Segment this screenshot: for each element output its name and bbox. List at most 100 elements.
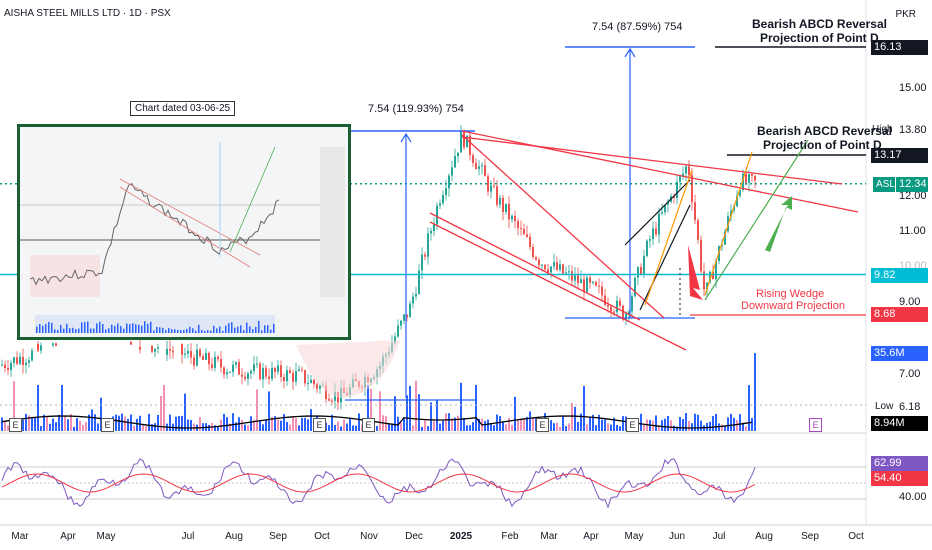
volume-bar	[433, 421, 435, 431]
candle-body	[217, 356, 219, 360]
volume-bar	[394, 396, 396, 431]
inset-volume-bar	[186, 328, 188, 333]
volume-bar	[250, 416, 252, 431]
volume-bar	[139, 415, 141, 431]
volume-bar	[160, 395, 162, 431]
candle-body	[31, 350, 33, 361]
x-tick: Sep	[801, 531, 819, 542]
volume-bar	[307, 419, 309, 431]
volume-bar	[439, 423, 441, 431]
volume-bar	[430, 402, 432, 431]
x-tick: Nov	[360, 531, 378, 542]
candle-body	[580, 279, 582, 284]
up-arrow	[765, 196, 792, 252]
inset-volume-bar	[57, 329, 59, 333]
candle-body	[238, 362, 240, 375]
event-marker[interactable]: E	[809, 418, 822, 432]
rsi-line	[1, 458, 756, 509]
candle-body	[319, 385, 321, 389]
volume-bar	[727, 417, 729, 431]
volume-bar	[586, 424, 588, 431]
volume-bar	[1, 417, 3, 431]
candle-body	[328, 399, 330, 401]
candle-body	[331, 400, 333, 402]
volume-bar	[445, 413, 447, 431]
volume-bar	[565, 426, 567, 431]
candle-body	[289, 370, 291, 373]
volume-bar	[724, 426, 726, 431]
rsi-ma-line	[1, 473, 756, 493]
candle-body	[715, 261, 717, 280]
candle-body	[247, 373, 249, 379]
y-tick: 9.00	[899, 296, 921, 308]
tag-volume: 35.6M	[871, 346, 928, 361]
volume-bar	[559, 426, 561, 431]
volume-bar	[52, 418, 54, 431]
inset-volume-bar	[102, 324, 104, 333]
volume-bar	[58, 414, 60, 431]
candle-body	[439, 203, 441, 206]
candle-body	[400, 320, 402, 326]
candle-body	[157, 347, 159, 349]
volume-bar	[472, 422, 474, 431]
volume-bar	[460, 382, 462, 431]
volume-bar	[406, 395, 408, 431]
volume-bar	[241, 419, 243, 431]
volume-bar	[61, 384, 63, 431]
event-marker[interactable]: E	[101, 418, 114, 432]
volume-bar	[502, 421, 504, 431]
tag-rsi: 62.99	[871, 456, 928, 471]
volume-bar	[403, 417, 405, 431]
candle-body	[604, 295, 606, 305]
candle-body	[454, 156, 456, 168]
tag-volume-ma: 8.94M	[871, 416, 928, 431]
measure-label-1: 7.54 (119.93%) 754	[368, 103, 464, 115]
candle-body	[181, 343, 183, 355]
tag-target-2: 13.17	[871, 148, 928, 163]
volume-bar	[676, 426, 678, 431]
inset-volume-bar	[96, 323, 98, 333]
candle-body	[235, 362, 237, 365]
volume-bar	[577, 421, 579, 431]
event-marker[interactable]: E	[626, 418, 639, 432]
inset-volume-bar	[63, 328, 65, 333]
inset-volume-bar	[120, 326, 122, 333]
volume-bar	[697, 414, 699, 431]
inset-volume-bar	[84, 322, 86, 333]
inset-volume-bar	[117, 323, 119, 333]
event-marker[interactable]: E	[536, 418, 549, 432]
volume-bar	[475, 384, 477, 431]
candle-body	[598, 285, 600, 287]
volume-bar	[25, 413, 27, 431]
volume-bar	[568, 423, 570, 431]
volume-bar	[427, 426, 429, 431]
volume-bar	[292, 415, 294, 431]
inset-volume-bar	[171, 329, 173, 333]
x-tick: 2025	[449, 531, 473, 542]
volume-bar	[499, 416, 501, 431]
volume-bar	[532, 418, 534, 431]
event-marker[interactable]: E	[313, 418, 326, 432]
candle-body	[505, 203, 507, 213]
volume-bar	[337, 421, 339, 431]
candle-body	[214, 356, 216, 368]
volume-bar	[115, 414, 117, 431]
volume-bar	[520, 418, 522, 431]
event-marker[interactable]: E	[9, 418, 22, 432]
candle-body	[589, 277, 591, 283]
x-tick: Jul	[181, 531, 195, 542]
volume-bar	[715, 413, 717, 431]
volume-bar	[370, 388, 372, 431]
volume-bar	[721, 424, 723, 431]
volume-bar	[256, 389, 258, 431]
inset-volume-bar	[144, 321, 146, 333]
candle-body	[484, 165, 486, 177]
candle-body	[130, 342, 132, 345]
candle-body	[310, 379, 312, 384]
volume-bar	[136, 418, 138, 431]
down-arrow	[688, 245, 703, 300]
inset-volume-bar	[246, 322, 248, 333]
candle-body	[691, 175, 693, 203]
event-marker[interactable]: E	[362, 418, 375, 432]
